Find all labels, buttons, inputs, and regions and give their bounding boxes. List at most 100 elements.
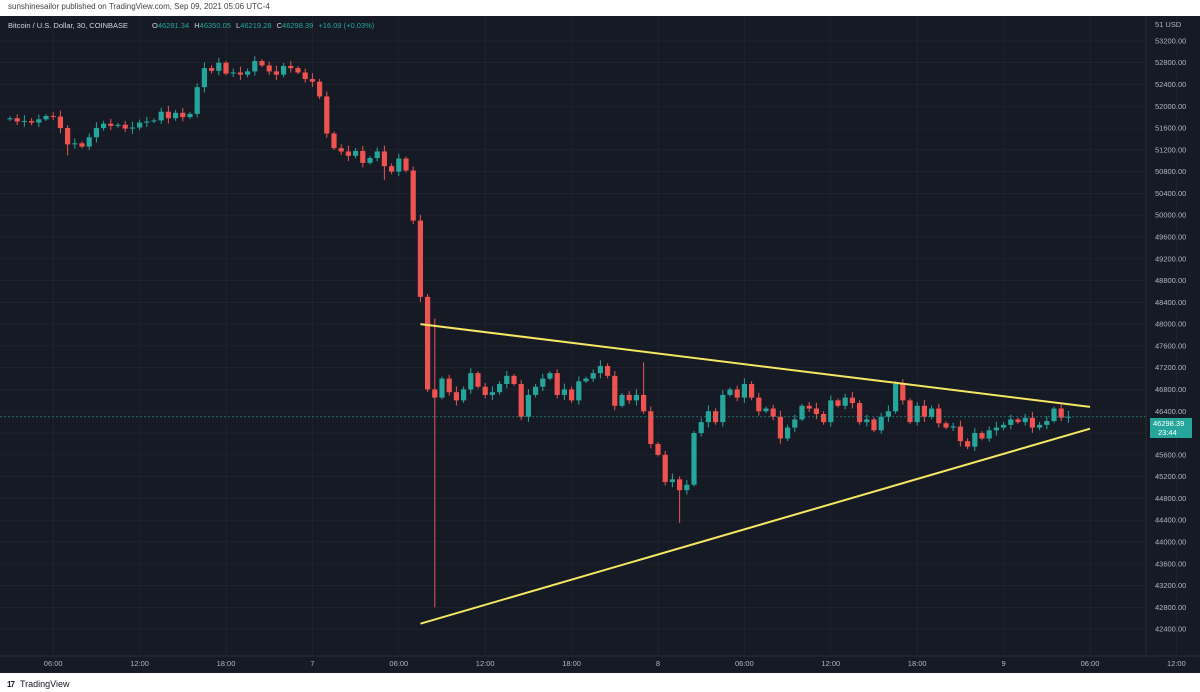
- candles: [7, 56, 1071, 608]
- legend-c-value: 46298.39: [282, 21, 313, 30]
- candle-body: [446, 378, 452, 393]
- brand-name[interactable]: TradingView: [20, 679, 70, 689]
- candle-body: [173, 112, 179, 119]
- candle-body: [475, 373, 481, 387]
- candle-body: [849, 397, 855, 404]
- candle-body: [259, 61, 265, 66]
- candle-body: [489, 392, 495, 395]
- candle-body: [583, 378, 589, 382]
- price-axis-currency: 51 USD: [1155, 20, 1182, 29]
- candle-body: [482, 386, 488, 395]
- candle-body: [914, 405, 920, 423]
- legend-c-label: C: [277, 21, 283, 30]
- candle-body: [677, 479, 683, 491]
- time-tick-label: 12:00: [476, 659, 495, 668]
- candle-body: [540, 378, 546, 387]
- candle-body: [749, 384, 755, 398]
- candle-body: [965, 441, 971, 447]
- trendline-upper: [420, 323, 1091, 408]
- symbol-legend: Bitcoin / U.S. Dollar, 30, COINBASE O462…: [8, 21, 375, 30]
- candle-body: [187, 113, 193, 118]
- candle-body: [381, 151, 387, 167]
- candle-body: [230, 72, 236, 74]
- price-tick-label: 44000.00: [1155, 537, 1186, 546]
- candle-body: [1001, 424, 1007, 428]
- candle-body: [619, 394, 625, 406]
- candle-body: [353, 150, 359, 156]
- candle-body: [288, 65, 294, 69]
- legend-symbol: Bitcoin / U.S. Dollar, 30, COINBASE: [8, 21, 128, 30]
- candle-body: [360, 150, 366, 163]
- candle-body: [957, 426, 963, 442]
- candle-body: [144, 121, 150, 123]
- candle-body: [137, 122, 143, 128]
- candle-body: [1015, 419, 1021, 423]
- candle-body: [266, 65, 272, 72]
- candle-body: [417, 220, 423, 297]
- candle-body: [302, 72, 308, 80]
- price-tick-label: 50800.00: [1155, 167, 1186, 176]
- time-tick-label: 12:00: [1167, 659, 1186, 668]
- candle-body: [194, 87, 200, 114]
- candle-body: [367, 157, 373, 163]
- candle-body: [43, 116, 49, 120]
- candle-body: [1029, 417, 1035, 428]
- time-axis[interactable]: 06:00 12:00 18:00 7 06:00 12:00 18:00 8 06:00 12:…: [0, 655, 1200, 668]
- candle-body: [216, 62, 222, 71]
- candle-body: [857, 403, 863, 423]
- price-tick-label: 50400.00: [1155, 189, 1186, 198]
- candle-body: [893, 384, 899, 412]
- price-tick-label: 48000.00: [1155, 320, 1186, 329]
- last-price-tag-bg: [1150, 418, 1192, 438]
- candle-body: [1022, 417, 1028, 423]
- price-tick-label: 44800.00: [1155, 494, 1186, 503]
- candle-body: [597, 366, 603, 374]
- price-axis[interactable]: 51 USD 53200.00 52800.00 52400.00 52000.00 51…: [1145, 16, 1186, 656]
- candle-body: [641, 394, 647, 412]
- candle-body: [885, 411, 891, 417]
- legend-o-value: 46281.34: [158, 21, 189, 30]
- price-tick-label: 51200.00: [1155, 145, 1186, 154]
- candle-body: [533, 386, 539, 395]
- candle-body: [86, 137, 92, 147]
- tradingview-logo-icon: 17: [7, 680, 15, 689]
- candle-body: [158, 111, 164, 121]
- candle-body: [511, 375, 517, 385]
- candle-body: [655, 443, 661, 455]
- candle-body: [842, 397, 848, 406]
- candle-body: [691, 433, 697, 485]
- candle-body: [828, 400, 834, 423]
- last-price-value: 46298.39: [1153, 419, 1184, 428]
- candle-body: [1051, 408, 1057, 422]
- grid-lines: [0, 16, 1177, 656]
- candle-body: [763, 408, 769, 412]
- price-tick-label: 50000.00: [1155, 211, 1186, 220]
- candle-body: [525, 394, 531, 417]
- candle-body: [770, 408, 776, 417]
- price-tick-label: 51600.00: [1155, 124, 1186, 133]
- candle-body: [1065, 416, 1071, 418]
- candle-body: [29, 120, 35, 123]
- candle-body: [36, 119, 42, 123]
- price-tick-label: 52400.00: [1155, 80, 1186, 89]
- candle-body: [439, 378, 445, 398]
- candle-body: [165, 111, 171, 119]
- candle-body: [324, 96, 330, 134]
- candle-body: [209, 68, 215, 71]
- last-price-tag: 46298.39 23:44: [1150, 418, 1192, 438]
- candle-body: [389, 166, 395, 172]
- candle-body: [50, 116, 56, 118]
- candle-body: [518, 384, 524, 417]
- candle-body: [741, 384, 747, 398]
- candle-body: [252, 61, 258, 72]
- candle-body: [734, 389, 740, 398]
- time-tick-label: 12:00: [130, 659, 149, 668]
- candle-body: [554, 373, 560, 395]
- time-tick-label: 06:00: [735, 659, 754, 668]
- candle-body: [662, 454, 668, 483]
- price-tick-label: 43600.00: [1155, 559, 1186, 568]
- time-tick-label: 8: [656, 659, 660, 668]
- price-tick-label: 53200.00: [1155, 36, 1186, 45]
- candle-body: [878, 416, 884, 431]
